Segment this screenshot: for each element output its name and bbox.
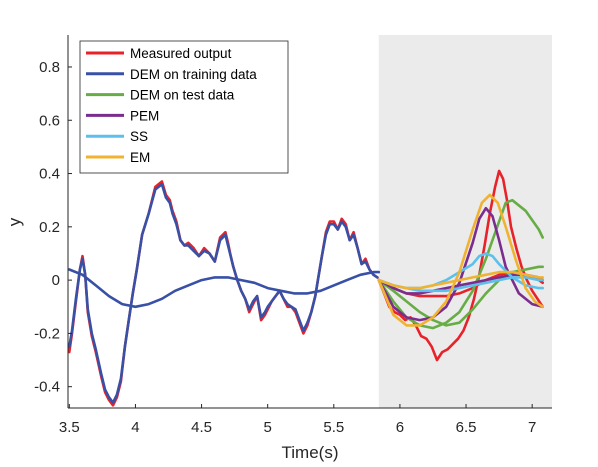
x-tick-label: 4	[131, 419, 139, 436]
y-tick-label: 0	[52, 272, 60, 289]
series-line-5-run-1	[377, 270, 545, 290]
x-tick-label: 6.5	[456, 419, 477, 436]
legend-label: EM	[130, 150, 150, 165]
y-tick-label: -0.4	[34, 379, 60, 396]
y-axis-label: y	[5, 217, 24, 226]
y-ticks: -0.4 -0.2 0 0.2 0.4 0.6 0.8	[34, 59, 72, 396]
x-ticks: 3.5 4 4.5 5 5.5 6 6.5 7	[59, 404, 536, 436]
x-tick-label: 4.5	[191, 419, 212, 436]
y-tick-label: -0.2	[34, 325, 60, 342]
legend-box	[79, 40, 289, 174]
legend: Measured output DEM on training data DEM o…	[79, 40, 289, 174]
y-tick-label: 0.6	[39, 112, 60, 129]
legend-label: SS	[130, 129, 148, 144]
series-line-2-run-1	[377, 265, 545, 327]
y-tick-label: 0.8	[39, 59, 60, 76]
y-tick-label: 0.2	[39, 219, 60, 236]
legend-label: Measured output	[130, 46, 232, 61]
series-line-3-run-0	[377, 206, 545, 322]
series-line-2-run-0	[377, 198, 545, 330]
series-line-0-run-1	[377, 169, 545, 362]
legend-label: DEM on test data	[130, 88, 235, 103]
legend-label: DEM on training data	[130, 67, 257, 82]
series-line-1-run-1	[68, 268, 381, 309]
series-line-1-run-0	[68, 182, 379, 405]
x-tick-label: 5.5	[323, 419, 344, 436]
x-tick-label: 7	[528, 419, 536, 436]
x-axis-label: Time(s)	[282, 443, 339, 462]
x-tick-label: 5	[264, 419, 272, 436]
x-tick-label: 3.5	[59, 419, 80, 436]
test-region-shading	[378, 35, 552, 408]
x-tick-label: 6	[396, 419, 404, 436]
legend-label: PEM	[130, 108, 159, 123]
y-tick-label: 0.4	[39, 166, 60, 183]
series-layer	[68, 169, 545, 407]
